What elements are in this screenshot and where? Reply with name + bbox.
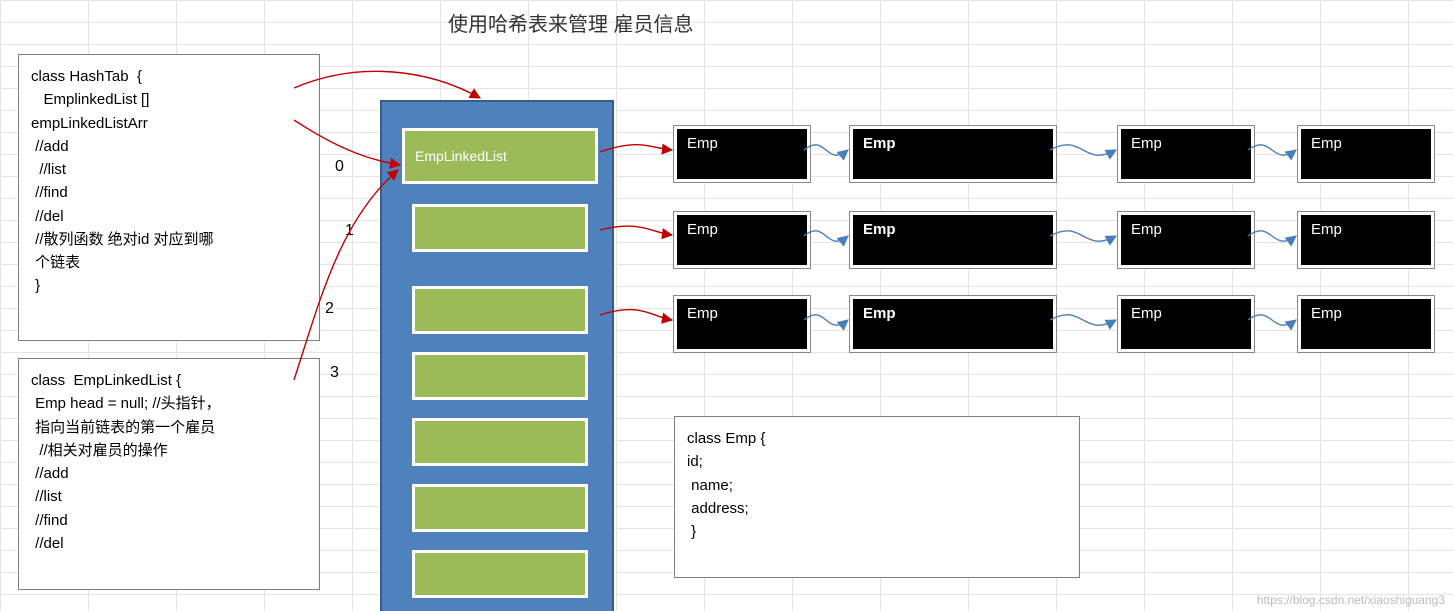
emp-node-r2-c3: Emp xyxy=(1298,296,1434,352)
arrow-blue xyxy=(1050,231,1116,241)
arrow-blue xyxy=(1050,315,1116,325)
emp-node-r0-c1: Emp xyxy=(850,126,1056,182)
code-box-hashtab: class HashTab { EmplinkedList [] empLink… xyxy=(18,54,320,341)
emp-node-r0-c0: Emp xyxy=(674,126,810,182)
arrow-blue xyxy=(1248,231,1296,241)
emp-node-r0-c2: Emp xyxy=(1118,126,1254,182)
code-box-emplinkedlist: class EmpLinkedList { Emp head = null; /… xyxy=(18,358,320,590)
diagram-title: 使用哈希表来管理 雇员信息 xyxy=(448,8,694,37)
arrow-blue xyxy=(1050,145,1116,155)
diagram-layer: 使用哈希表来管理 雇员信息 class HashTab { EmplinkedL… xyxy=(0,0,1453,611)
hashtable-slot-3 xyxy=(412,352,588,400)
arrow-blue xyxy=(804,315,848,325)
emp-node-r1-c3: Emp xyxy=(1298,212,1434,268)
emp-node-r2-c2: Emp xyxy=(1118,296,1254,352)
emp-node-r0-c3: Emp xyxy=(1298,126,1434,182)
hashtable-index-1: 1 xyxy=(345,222,354,240)
hashtable-index-2: 2 xyxy=(325,300,334,318)
hashtable-slot-5 xyxy=(412,484,588,532)
emp-node-r2-c0: Emp xyxy=(674,296,810,352)
emp-node-r1-c1: Emp xyxy=(850,212,1056,268)
arrow-blue xyxy=(804,145,848,155)
emp-node-r1-c2: Emp xyxy=(1118,212,1254,268)
arrow-blue xyxy=(1248,145,1296,155)
code-box-emp: class Emp { id; name; address; } xyxy=(674,416,1080,578)
hashtable-slot-2 xyxy=(412,286,588,334)
arrow-blue xyxy=(804,231,848,241)
hashtable-slot-label: EmpLinkedList xyxy=(415,148,507,164)
hashtable-index-0: 0 xyxy=(335,158,344,176)
hashtable-slot-1 xyxy=(412,204,588,252)
hashtable-index-3: 3 xyxy=(330,364,339,382)
hashtable-slot-6 xyxy=(412,550,588,598)
arrow-blue xyxy=(1248,315,1296,325)
hashtable-slot-0: EmpLinkedList xyxy=(402,128,598,184)
arrow-red xyxy=(294,71,480,98)
emp-node-r1-c0: Emp xyxy=(674,212,810,268)
emp-node-r2-c1: Emp xyxy=(850,296,1056,352)
watermark: https://blog.csdn.net/xiaoshiguang3 xyxy=(1257,593,1445,607)
hashtable-slot-4 xyxy=(412,418,588,466)
